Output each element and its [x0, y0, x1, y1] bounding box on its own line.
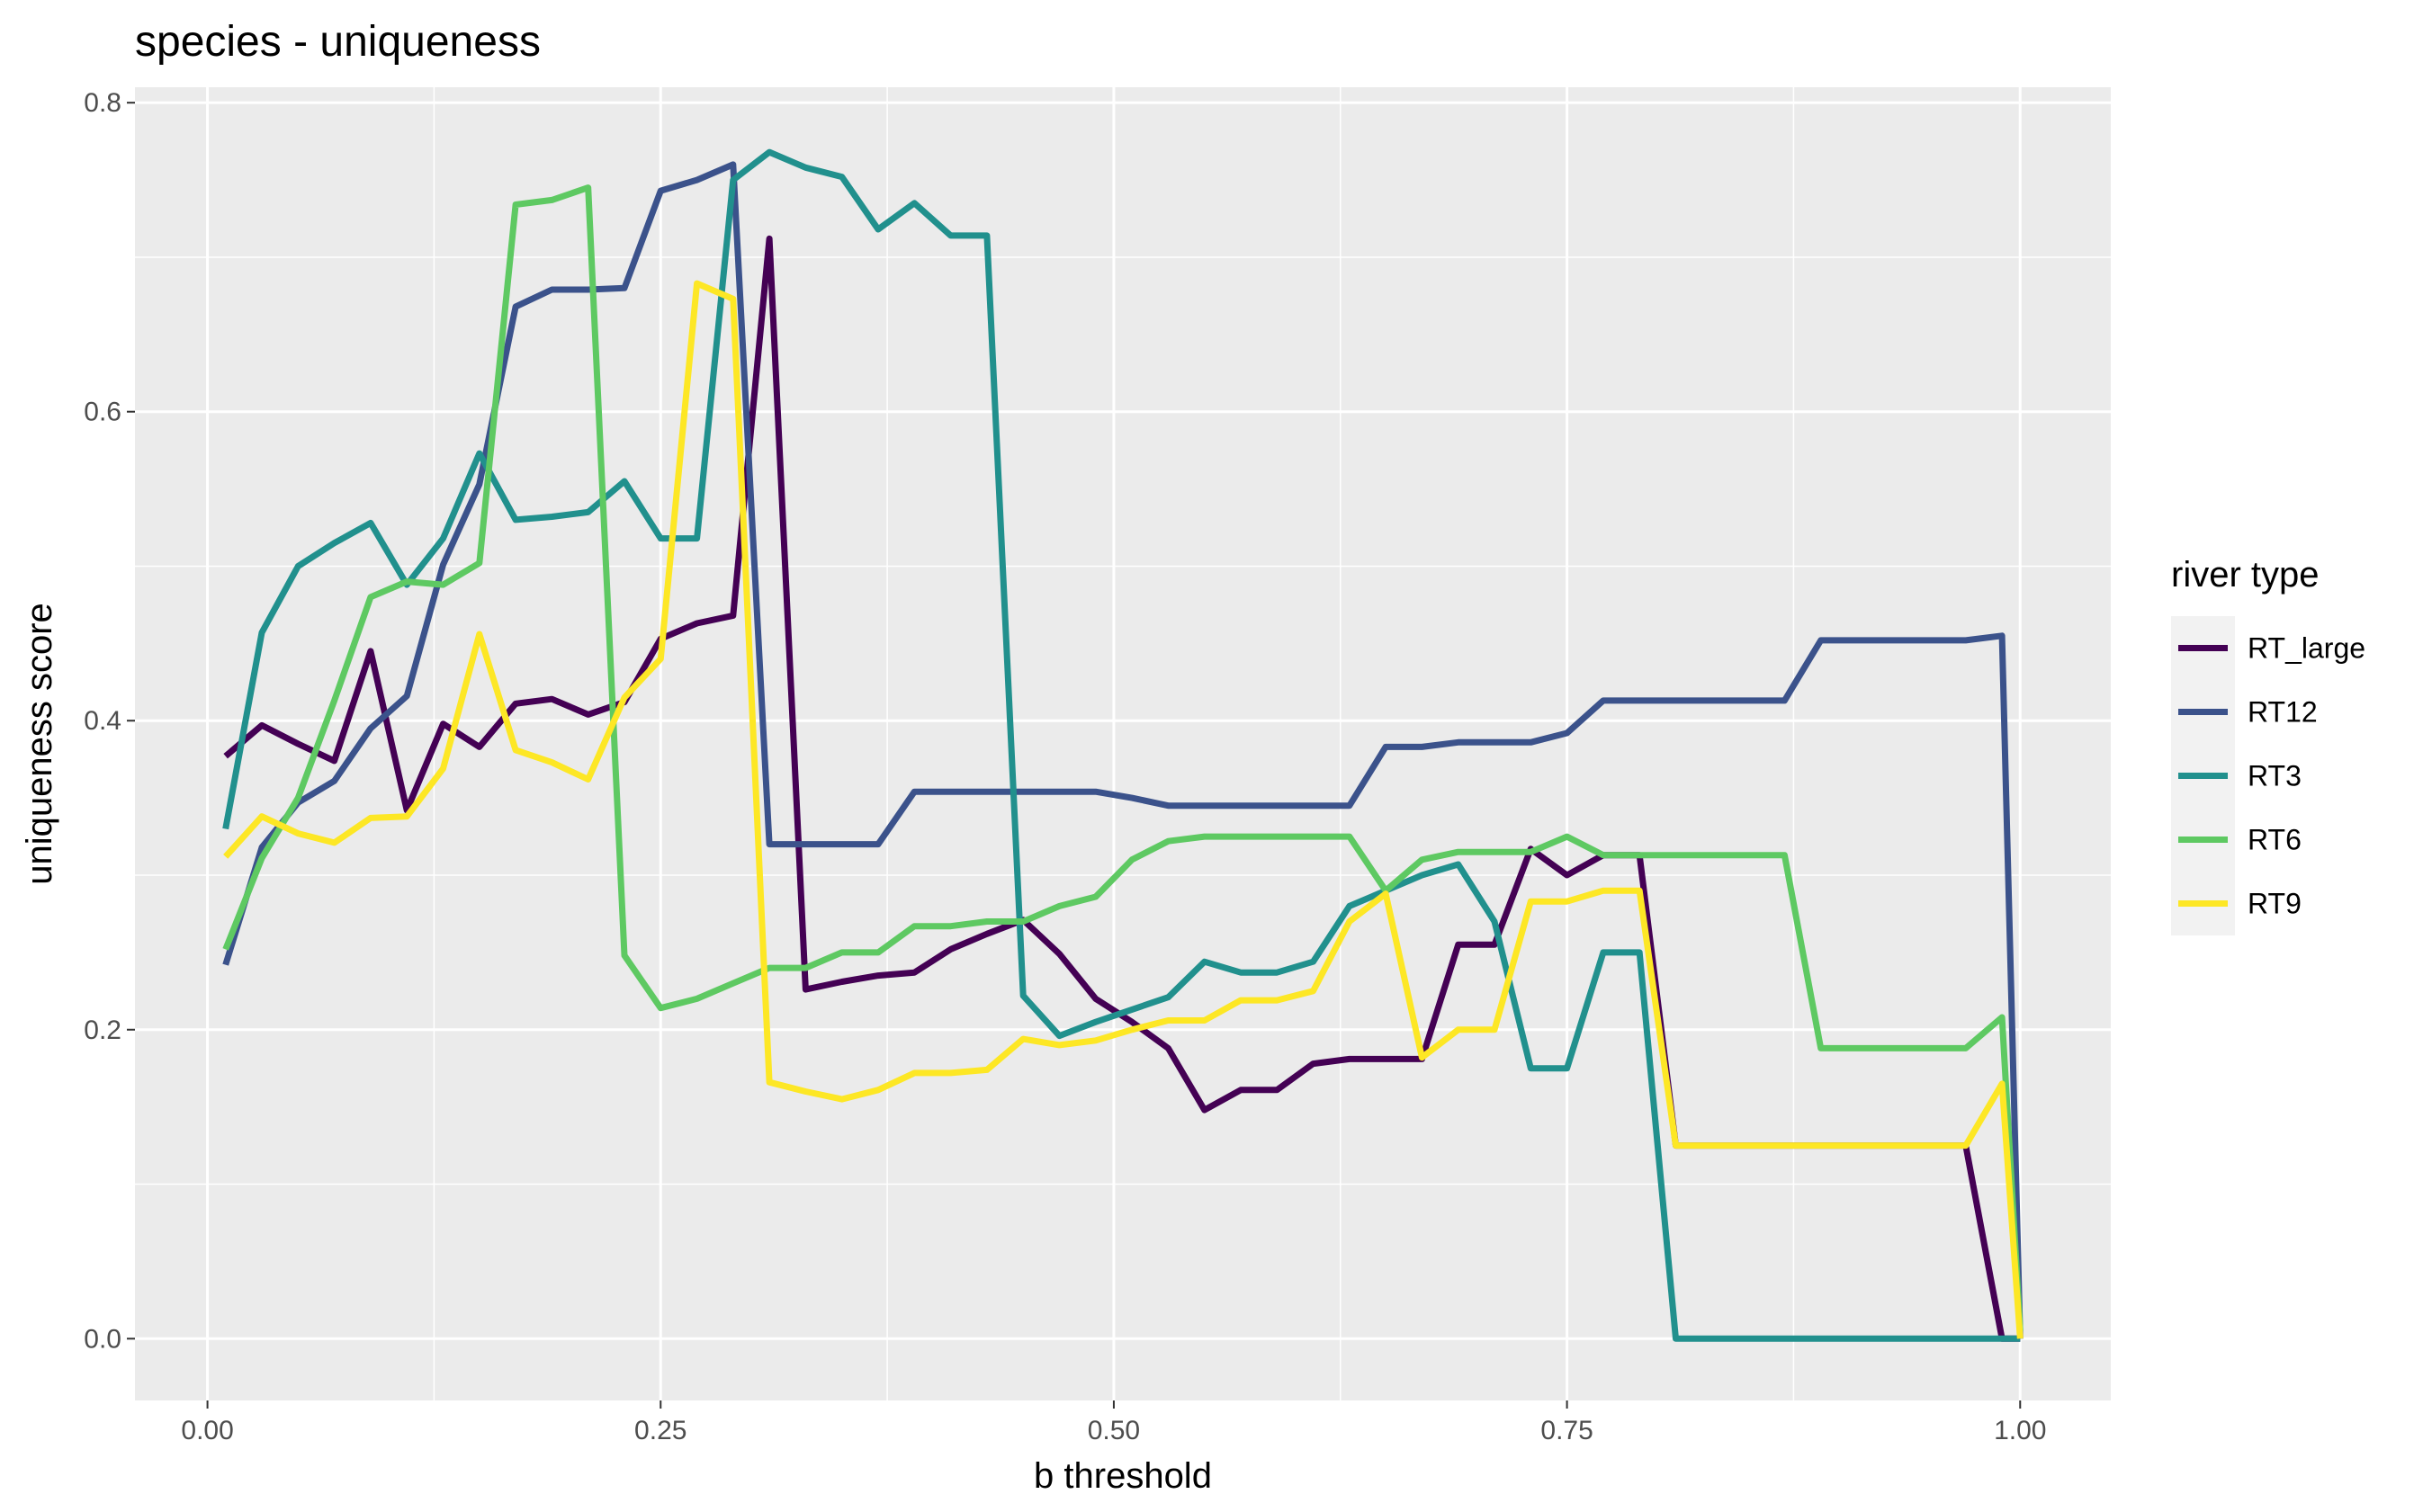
y-tick-label: 0.4 — [84, 706, 121, 736]
legend: river type RT_large RT12 RT3 RT6 RT9 — [2171, 555, 2365, 935]
x-tick-label: 0.50 — [1088, 1416, 1140, 1445]
plot-panel — [135, 87, 2111, 1400]
x-axis-title: b threshold — [1034, 1456, 1212, 1496]
chart-title: species - uniqueness — [135, 18, 541, 66]
x-tick-label: 0.00 — [181, 1416, 233, 1445]
y-tick-label: 0.0 — [84, 1324, 121, 1354]
series-line-rt3 — [222, 148, 2021, 1342]
legend-label-rt12: RT12 — [2248, 696, 2318, 729]
series-line-rt6 — [222, 184, 2024, 1331]
y-tick-label: 0.8 — [84, 88, 121, 118]
x-axis: 0.00 0.25 0.50 0.75 1.00 — [181, 1400, 2046, 1445]
y-tick-label: 0.6 — [84, 398, 121, 427]
legend-label-rt6: RT6 — [2248, 824, 2302, 856]
minor-gridlines — [135, 87, 2111, 1400]
x-tick-label: 0.75 — [1540, 1416, 1593, 1445]
legend-label-rt3: RT3 — [2248, 760, 2302, 792]
x-tick-label: 1.00 — [1994, 1416, 2046, 1445]
x-tick-label: 0.25 — [634, 1416, 687, 1445]
y-axis-title: uniqueness score — [20, 603, 59, 885]
series-line-rt12 — [222, 161, 2024, 1339]
series-line-rt9 — [223, 280, 2024, 1339]
legend-keys: RT_large RT12 RT3 RT6 RT9 — [2171, 616, 2365, 935]
y-tick-label: 0.2 — [84, 1015, 121, 1045]
y-axis: 0.0 0.2 0.4 0.6 0.8 — [84, 88, 135, 1354]
legend-label-rt-large: RT_large — [2248, 632, 2365, 665]
series-lines — [222, 148, 2024, 1342]
legend-label-rt9: RT9 — [2248, 888, 2302, 920]
legend-title: river type — [2171, 555, 2320, 595]
